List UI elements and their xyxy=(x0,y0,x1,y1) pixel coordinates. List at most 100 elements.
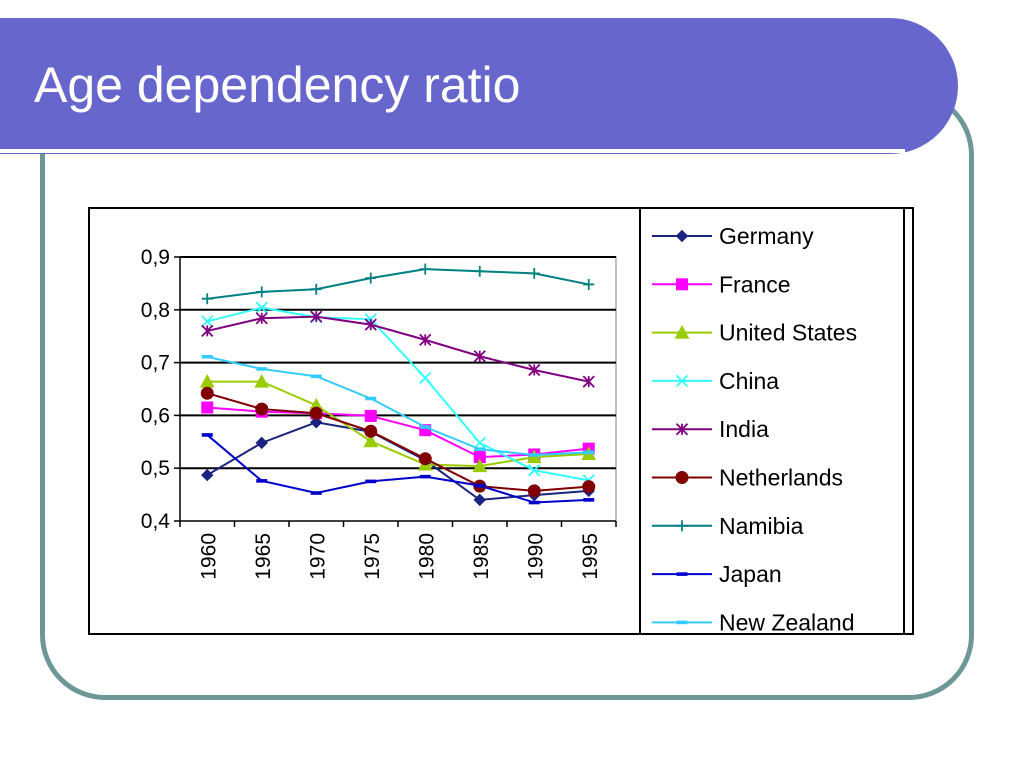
data-point-namibia xyxy=(310,283,322,295)
legend-item-new-zealand: New Zealand xyxy=(652,609,855,635)
series-line-japan xyxy=(206,434,589,504)
data-point-india xyxy=(364,318,377,331)
data-point-japan xyxy=(474,483,486,488)
data-point-germany xyxy=(310,416,323,429)
data-point-france xyxy=(364,409,377,422)
data-point-netherlands xyxy=(309,406,323,420)
data-point-china xyxy=(473,436,486,449)
data-point-new-zealand xyxy=(474,447,486,451)
series-layer xyxy=(199,263,597,507)
series-line-netherlands xyxy=(206,392,589,492)
legend-swatch-marker xyxy=(676,620,688,625)
data-point-netherlands xyxy=(364,424,378,438)
data-point-namibia xyxy=(528,267,540,279)
legend-item-germany: Germany xyxy=(652,223,814,249)
series-line-namibia xyxy=(207,268,589,300)
legend-label: India xyxy=(719,416,769,442)
data-point-new-zealand xyxy=(419,425,431,429)
x-tick-label: 1995 xyxy=(579,533,602,580)
legend-swatch-marker xyxy=(675,471,689,484)
data-point-india xyxy=(582,375,595,388)
legend-label: New Zealand xyxy=(719,609,855,635)
y-tick-label: 0,5 xyxy=(141,457,170,480)
data-point-japan xyxy=(419,474,431,479)
legend-label: Japan xyxy=(719,561,782,587)
data-point-netherlands xyxy=(200,386,214,400)
legend-swatch-marker xyxy=(675,229,689,243)
y-tick-label: 0,6 xyxy=(141,404,170,427)
y-axis: 0,4 0,5 0,6 0,7 0,8 0,9 xyxy=(141,246,181,533)
data-point-namibia xyxy=(583,278,595,290)
x-tick-label: 1985 xyxy=(470,533,493,580)
data-point-india xyxy=(255,312,268,325)
data-point-namibia xyxy=(474,265,486,277)
legend-swatch-marker xyxy=(676,278,688,291)
data-point-india xyxy=(528,363,541,377)
data-point-namibia xyxy=(419,263,431,275)
x-tick-label: 1975 xyxy=(361,533,384,580)
data-point-china xyxy=(528,464,541,477)
y-tick-label: 0,9 xyxy=(141,246,170,269)
legend-label: Germany xyxy=(719,223,814,249)
data-point-united-states xyxy=(254,374,270,388)
data-point-new-zealand xyxy=(201,354,213,359)
plot-area xyxy=(179,256,617,522)
legend-label: Namibia xyxy=(719,513,804,539)
series-japan xyxy=(201,433,595,505)
data-point-germany xyxy=(201,468,214,482)
data-point-france xyxy=(201,401,214,414)
data-point-new-zealand xyxy=(310,374,322,379)
data-point-japan xyxy=(201,433,213,437)
x-axis: 1960 1965 1970 1975 1980 1985 1990 1995 xyxy=(179,520,617,580)
title-banner: Age dependency ratio xyxy=(0,18,958,154)
data-point-new-zealand xyxy=(365,396,377,401)
chart-container xyxy=(88,207,914,635)
data-point-new-zealand xyxy=(256,367,268,371)
data-point-united-states xyxy=(472,458,488,473)
legend-swatch-marker xyxy=(675,423,689,436)
series-line-china xyxy=(207,306,589,482)
y-tick-label: 0,8 xyxy=(141,299,170,322)
legend-item-netherlands: Netherlands xyxy=(652,465,843,491)
data-point-germany xyxy=(473,493,486,507)
legend-label: Netherlands xyxy=(719,465,843,491)
legend-label: France xyxy=(719,271,791,297)
legend-item-india: India xyxy=(652,416,769,442)
legend-label: China xyxy=(719,368,779,394)
legend-swatch-marker xyxy=(674,325,690,339)
data-point-japan xyxy=(365,479,377,484)
legend-item-namibia: Namibia xyxy=(652,513,804,539)
y-tick-label: 0,7 xyxy=(141,352,170,375)
slide-title: Age dependency ratio xyxy=(34,57,521,113)
legend-item-china: China xyxy=(652,368,779,394)
x-tick-label: 1965 xyxy=(252,533,275,580)
data-point-new-zealand xyxy=(583,450,595,455)
legend-item-united-states: United States xyxy=(652,320,857,346)
legend-swatch-marker xyxy=(676,520,688,532)
data-point-china xyxy=(255,301,268,314)
legend-swatch-marker xyxy=(676,572,688,576)
series-india xyxy=(201,310,595,388)
series-new-zealand xyxy=(201,354,595,457)
data-point-japan xyxy=(256,479,268,483)
title-underline xyxy=(0,149,905,153)
data-point-india xyxy=(201,324,214,338)
x-tick-label: 1980 xyxy=(415,533,438,580)
data-point-new-zealand xyxy=(528,453,540,457)
data-point-netherlands xyxy=(527,484,541,498)
data-point-china xyxy=(419,371,432,385)
legend: Germany France United States China India Neth… xyxy=(652,223,857,635)
data-point-japan xyxy=(528,500,540,505)
series-line-united-states xyxy=(207,380,589,468)
legend-swatch-marker xyxy=(675,374,689,388)
legend-label: United States xyxy=(719,320,857,346)
data-point-japan xyxy=(583,498,595,502)
legend-item-japan: Japan xyxy=(652,561,782,587)
series-line-india xyxy=(207,315,589,383)
data-point-india xyxy=(419,333,432,347)
legend-item-france: France xyxy=(652,271,791,297)
plot-grid xyxy=(179,256,617,522)
y-tick-label: 0,4 xyxy=(141,510,171,533)
series-line-new-zealand xyxy=(207,355,589,457)
